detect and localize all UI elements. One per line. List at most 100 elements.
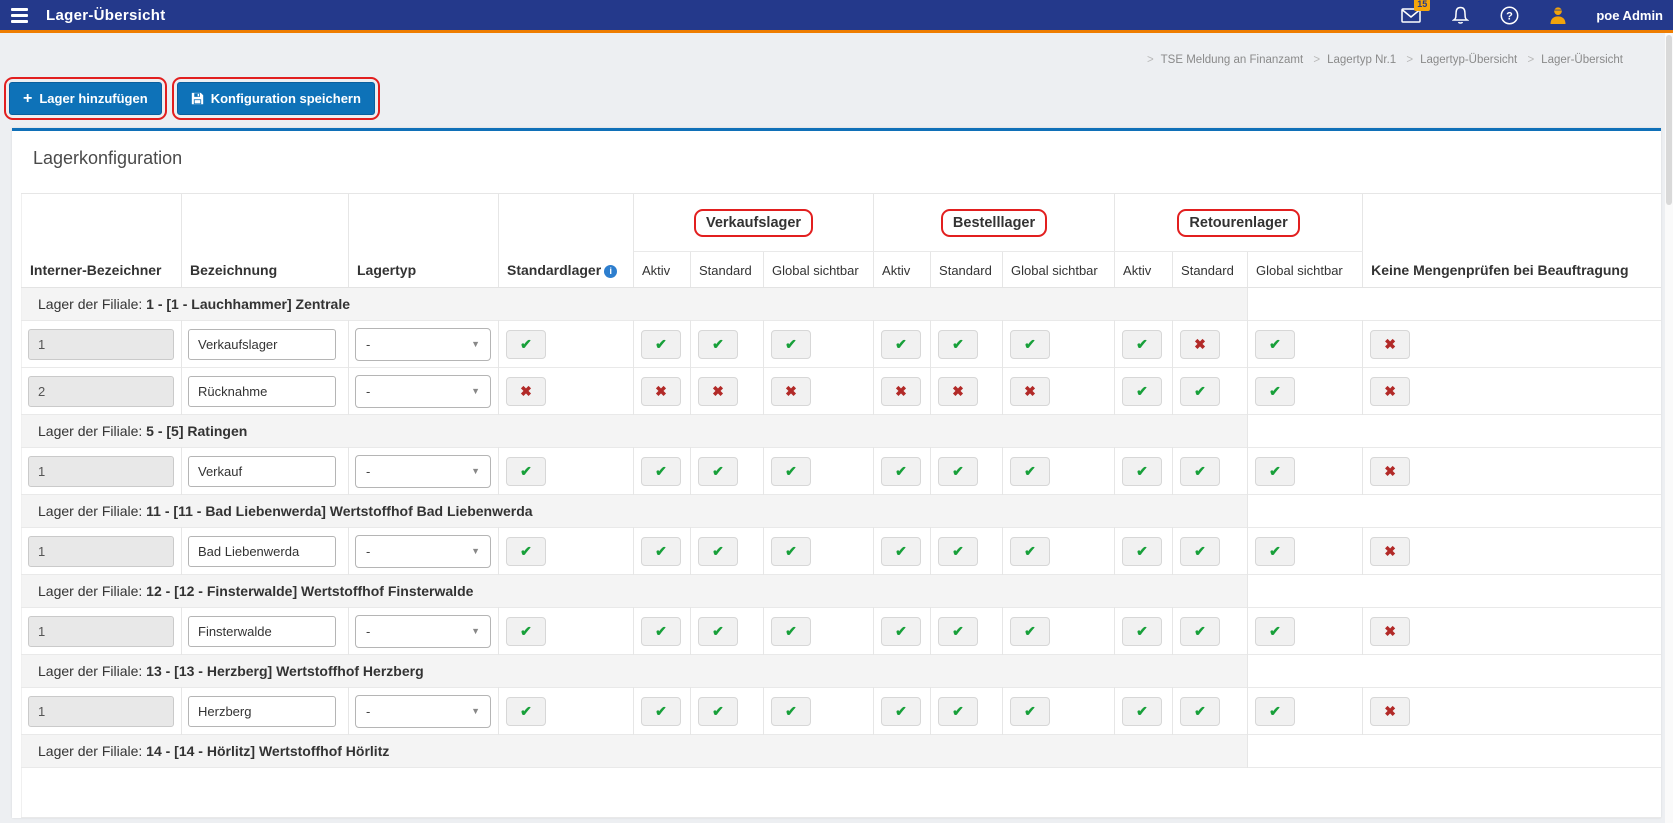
keine-mengenpruefen-toggle[interactable]: ✖ bbox=[1370, 377, 1410, 406]
chevron-down-icon: ▼ bbox=[471, 626, 480, 636]
retour-aktiv-toggle[interactable]: ✔ bbox=[1122, 457, 1162, 486]
verkauf-aktiv-toggle[interactable]: ✔ bbox=[641, 537, 681, 566]
breadcrumb-item[interactable]: Lagertyp Nr.1 bbox=[1327, 54, 1396, 66]
bestell-aktiv-toggle[interactable]: ✔ bbox=[881, 617, 921, 646]
chevron-down-icon: ▼ bbox=[471, 546, 480, 556]
verkauf-aktiv-toggle[interactable]: ✔ bbox=[641, 617, 681, 646]
lagertyp-select[interactable]: -▼ bbox=[355, 328, 491, 361]
bestell-aktiv-toggle[interactable]: ✔ bbox=[881, 330, 921, 359]
bestell-aktiv-toggle[interactable]: ✔ bbox=[881, 457, 921, 486]
retour-global-toggle[interactable]: ✔ bbox=[1255, 617, 1295, 646]
bestell-standard-toggle[interactable]: ✔ bbox=[938, 537, 978, 566]
verkauf-aktiv-toggle[interactable]: ✔ bbox=[641, 330, 681, 359]
add-lager-button[interactable]: + Lager hinzufügen bbox=[9, 82, 162, 115]
bezeichnung-input[interactable] bbox=[188, 616, 336, 647]
retour-standard-toggle[interactable]: ✖ bbox=[1180, 330, 1220, 359]
retour-aktiv-toggle[interactable]: ✔ bbox=[1122, 537, 1162, 566]
help-icon[interactable]: ? bbox=[1498, 5, 1520, 25]
verkauf-global-toggle[interactable]: ✔ bbox=[771, 617, 811, 646]
menu-icon[interactable] bbox=[0, 8, 46, 23]
retour-global-toggle[interactable]: ✔ bbox=[1255, 377, 1295, 406]
save-configuration-button[interactable]: Konfiguration speichern bbox=[177, 82, 375, 115]
bell-icon[interactable] bbox=[1449, 5, 1471, 25]
bestell-global-toggle[interactable]: ✖ bbox=[1010, 377, 1050, 406]
retour-global-toggle[interactable]: ✔ bbox=[1255, 457, 1295, 486]
bestell-standard-toggle[interactable]: ✔ bbox=[938, 617, 978, 646]
standardlager-toggle[interactable]: ✔ bbox=[506, 697, 546, 726]
breadcrumb-item[interactable]: Lagertyp-Übersicht bbox=[1420, 54, 1517, 66]
user-avatar-icon[interactable] bbox=[1547, 5, 1569, 25]
retour-aktiv-toggle[interactable]: ✔ bbox=[1122, 617, 1162, 646]
verkauf-aktiv-toggle[interactable]: ✖ bbox=[641, 377, 681, 406]
verkauf-standard-toggle[interactable]: ✖ bbox=[698, 377, 738, 406]
breadcrumb-item-current[interactable]: Lager-Übersicht bbox=[1541, 54, 1623, 66]
mail-icon[interactable]: 15 bbox=[1400, 5, 1422, 25]
bezeichnung-input[interactable] bbox=[188, 376, 336, 407]
standardlager-toggle[interactable]: ✔ bbox=[506, 457, 546, 486]
verkauf-standard-toggle[interactable]: ✔ bbox=[698, 457, 738, 486]
verkauf-global-toggle[interactable]: ✔ bbox=[771, 537, 811, 566]
lager-table-body: Lager der Filiale: 1 - [1 - Lauchhammer]… bbox=[22, 288, 1662, 818]
filiale-group-label: Lager der Filiale: 11 - [11 - Bad Lieben… bbox=[22, 495, 1248, 528]
chevron-down-icon: ▼ bbox=[471, 706, 480, 716]
bestell-aktiv-toggle[interactable]: ✔ bbox=[881, 537, 921, 566]
lagertyp-select[interactable]: -▼ bbox=[355, 375, 491, 408]
bestell-global-toggle[interactable]: ✔ bbox=[1010, 330, 1050, 359]
retour-standard-toggle[interactable]: ✔ bbox=[1180, 457, 1220, 486]
keine-mengenpruefen-toggle[interactable]: ✖ bbox=[1370, 330, 1410, 359]
verkauf-global-toggle[interactable]: ✔ bbox=[771, 697, 811, 726]
verkauf-global-toggle[interactable]: ✔ bbox=[771, 457, 811, 486]
col-header-keine-mengenpruefen: Keine Mengenprüfen bei Beauftragung bbox=[1363, 194, 1661, 288]
verkauf-standard-toggle[interactable]: ✔ bbox=[698, 330, 738, 359]
retour-standard-toggle[interactable]: ✔ bbox=[1180, 377, 1220, 406]
standardlager-toggle[interactable]: ✔ bbox=[506, 330, 546, 359]
retour-global-toggle[interactable]: ✔ bbox=[1255, 537, 1295, 566]
verkauf-aktiv-toggle[interactable]: ✔ bbox=[641, 697, 681, 726]
retour-global-toggle[interactable]: ✔ bbox=[1255, 697, 1295, 726]
standardlager-toggle[interactable]: ✔ bbox=[506, 617, 546, 646]
verkauf-standard-toggle[interactable]: ✔ bbox=[698, 697, 738, 726]
bestell-global-toggle[interactable]: ✔ bbox=[1010, 697, 1050, 726]
bestell-standard-toggle[interactable]: ✔ bbox=[938, 457, 978, 486]
bestell-standard-toggle[interactable]: ✔ bbox=[938, 330, 978, 359]
verkauf-aktiv-toggle[interactable]: ✔ bbox=[641, 457, 681, 486]
keine-mengenpruefen-toggle[interactable]: ✖ bbox=[1370, 457, 1410, 486]
vertical-scrollbar[interactable] bbox=[1665, 33, 1673, 823]
lagertyp-select[interactable]: -▼ bbox=[355, 695, 491, 728]
verkauf-standard-toggle[interactable]: ✔ bbox=[698, 617, 738, 646]
filiale-group-row: Lager der Filiale: 12 - [12 - Finsterwal… bbox=[22, 575, 1662, 608]
bestell-global-toggle[interactable]: ✔ bbox=[1010, 537, 1050, 566]
bezeichnung-input[interactable] bbox=[188, 536, 336, 567]
keine-mengenpruefen-toggle[interactable]: ✖ bbox=[1370, 537, 1410, 566]
lagertyp-select[interactable]: -▼ bbox=[355, 535, 491, 568]
bestell-global-toggle[interactable]: ✔ bbox=[1010, 617, 1050, 646]
retour-aktiv-toggle[interactable]: ✔ bbox=[1122, 330, 1162, 359]
bestell-standard-toggle[interactable]: ✔ bbox=[938, 697, 978, 726]
bezeichnung-input[interactable] bbox=[188, 329, 336, 360]
standardlager-toggle[interactable]: ✖ bbox=[506, 377, 546, 406]
standardlager-toggle[interactable]: ✔ bbox=[506, 537, 546, 566]
lagertyp-select[interactable]: -▼ bbox=[355, 615, 491, 648]
keine-mengenpruefen-toggle[interactable]: ✖ bbox=[1370, 697, 1410, 726]
bestell-aktiv-toggle[interactable]: ✖ bbox=[881, 377, 921, 406]
retour-standard-toggle[interactable]: ✔ bbox=[1180, 697, 1220, 726]
keine-mengenpruefen-toggle[interactable]: ✖ bbox=[1370, 617, 1410, 646]
retour-standard-toggle[interactable]: ✔ bbox=[1180, 537, 1220, 566]
bezeichnung-input[interactable] bbox=[188, 456, 336, 487]
bestell-aktiv-toggle[interactable]: ✔ bbox=[881, 697, 921, 726]
bezeichnung-input[interactable] bbox=[188, 696, 336, 727]
info-icon[interactable]: i bbox=[604, 265, 617, 278]
scrollbar-thumb[interactable] bbox=[1666, 35, 1672, 205]
retour-aktiv-toggle[interactable]: ✔ bbox=[1122, 377, 1162, 406]
verkauf-global-toggle[interactable]: ✔ bbox=[771, 330, 811, 359]
bestell-global-toggle[interactable]: ✔ bbox=[1010, 457, 1050, 486]
verkauf-global-toggle[interactable]: ✖ bbox=[771, 377, 811, 406]
bestell-standard-toggle[interactable]: ✖ bbox=[938, 377, 978, 406]
user-name[interactable]: poe Admin bbox=[1596, 8, 1663, 23]
retour-aktiv-toggle[interactable]: ✔ bbox=[1122, 697, 1162, 726]
retour-global-toggle[interactable]: ✔ bbox=[1255, 330, 1295, 359]
breadcrumb-item[interactable]: TSE Meldung an Finanzamt bbox=[1161, 54, 1304, 66]
retour-standard-toggle[interactable]: ✔ bbox=[1180, 617, 1220, 646]
verkauf-standard-toggle[interactable]: ✔ bbox=[698, 537, 738, 566]
lagertyp-select[interactable]: -▼ bbox=[355, 455, 491, 488]
